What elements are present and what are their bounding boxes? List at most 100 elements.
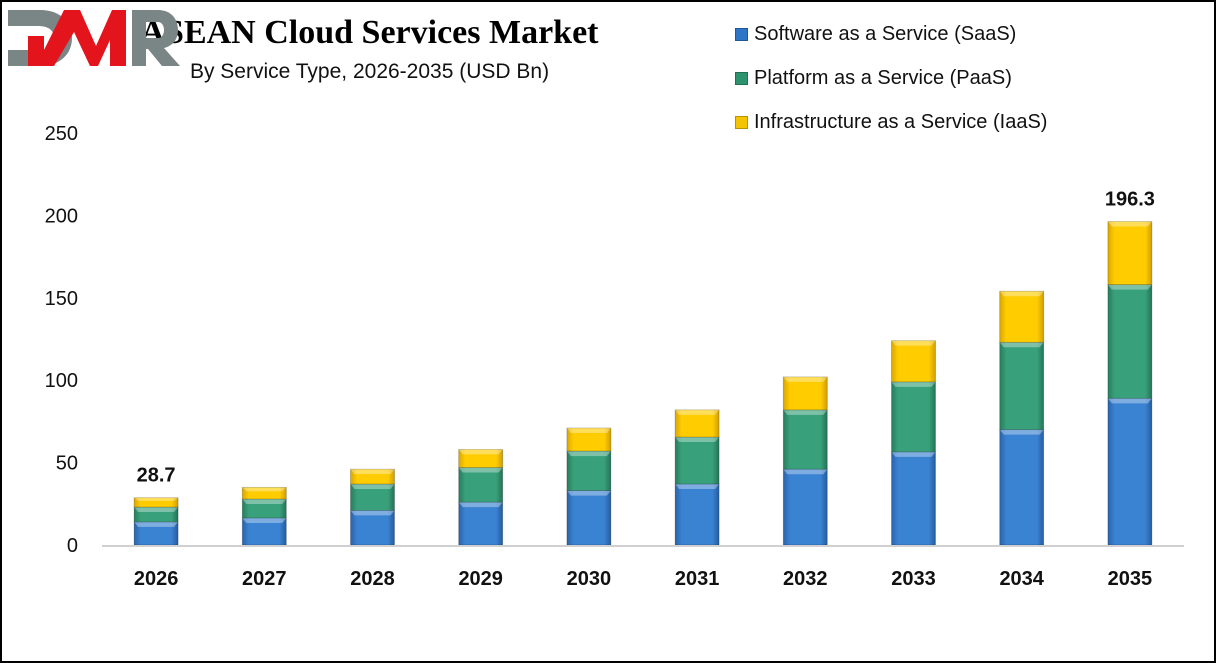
bar-segment-body xyxy=(133,506,179,523)
x-tick-label: 2028 xyxy=(350,568,395,590)
bar-segment-body xyxy=(782,409,828,470)
bar-segment-bevel xyxy=(999,342,1044,348)
bar-segment-body xyxy=(999,341,1045,431)
bar-segment-bevel xyxy=(458,449,503,455)
x-tick-label: 2034 xyxy=(999,568,1044,590)
y-tick-label: 50 xyxy=(56,453,78,475)
bar-segment-body xyxy=(133,497,179,508)
bar-segment-saas-2030 xyxy=(566,490,612,546)
bar-segment-bevel xyxy=(891,340,936,346)
bar-segment-saas-2033 xyxy=(891,451,936,546)
bar-segment-bevel xyxy=(675,437,720,443)
bar-segment-body xyxy=(566,450,612,492)
bar-segment-body xyxy=(458,467,504,503)
bar-segment-paas-2031 xyxy=(674,436,720,485)
legend-label-saas: Software as a Service (SaaS) xyxy=(754,22,1017,45)
bar-segment-iaas-2026 xyxy=(133,497,179,508)
y-tick-label: 100 xyxy=(45,370,78,392)
bar-segment-body xyxy=(350,483,395,511)
bar-segment-bevel xyxy=(783,469,828,475)
legend-label-iaas: Infrastructure as a Service (IaaS) xyxy=(754,110,1048,133)
x-tick-label: 2033 xyxy=(891,568,936,590)
y-tick-label: 150 xyxy=(45,288,78,310)
bar-segment-paas-2027 xyxy=(241,498,287,519)
bar-segment-bevel xyxy=(675,409,720,415)
bar-segment-saas-2035 xyxy=(1107,397,1153,546)
bar-segment-bevel xyxy=(783,409,828,415)
bar-segment-saas-2032 xyxy=(782,468,828,546)
bar-segment-body xyxy=(891,340,936,383)
bar-segment-body xyxy=(891,381,936,453)
bar-segment-bevel xyxy=(350,469,395,475)
bar-segment-paas-2026 xyxy=(133,506,179,523)
bar-segment-saas-2031 xyxy=(674,483,720,546)
legend-swatch-paas xyxy=(735,71,748,85)
bar-segment-iaas-2035 xyxy=(1107,221,1153,286)
dmr-logo xyxy=(8,10,180,66)
bar-segment-body xyxy=(1107,397,1153,546)
bar-segment-iaas-2030 xyxy=(566,427,612,452)
bar-segment-iaas-2028 xyxy=(350,468,395,485)
bar-segment-bevel xyxy=(134,521,179,527)
legend: Software as a Service (SaaS) Platform as… xyxy=(735,12,1047,144)
bar-segment-bevel xyxy=(783,376,828,382)
bar-segment-bevel xyxy=(134,497,179,501)
x-tick-label: 2030 xyxy=(567,568,612,590)
bar-segment-bevel xyxy=(134,507,179,513)
bar-segment-body xyxy=(566,490,612,546)
bar-segment-body xyxy=(241,486,287,500)
data-label-2035: 196.3 xyxy=(1105,188,1155,210)
x-tick-label: 2032 xyxy=(783,568,828,590)
bar-segment-iaas-2032 xyxy=(782,376,828,411)
legend-item-saas: Software as a Service (SaaS) xyxy=(735,12,1047,56)
bar-segment-body xyxy=(350,509,395,546)
bar-segment-paas-2030 xyxy=(566,450,612,492)
bar-segment-bevel xyxy=(891,451,936,457)
bar-segment-bevel xyxy=(242,517,287,523)
bar-segment-bevel xyxy=(891,381,936,387)
y-tick-label: 0 xyxy=(67,535,78,557)
bar-segment-saas-2029 xyxy=(458,501,504,546)
bar-segment-saas-2034 xyxy=(999,429,1045,546)
bar-segment-paas-2035 xyxy=(1107,284,1153,399)
x-tick-label: 2027 xyxy=(242,568,287,590)
x-tick-label: 2031 xyxy=(675,568,720,590)
bar-segment-iaas-2033 xyxy=(891,340,936,383)
bar-segment-body xyxy=(782,376,828,411)
x-tick-label: 2026 xyxy=(134,568,179,590)
bar-segment-iaas-2027 xyxy=(241,486,287,500)
bar-segment-bevel xyxy=(675,484,720,490)
bar-segment-bevel xyxy=(458,467,503,473)
bar-segment-bevel xyxy=(566,490,611,496)
bar-segment-body xyxy=(674,436,720,485)
x-tick-label: 2029 xyxy=(458,568,503,590)
bar-segment-body xyxy=(999,429,1045,546)
chart-title: ASEAN Cloud Services Market xyxy=(140,14,599,51)
bar-segment-bevel xyxy=(566,427,611,433)
x-axis: 2026 2027 2028 2029 2030 2031 2032 2033 2034 2035 xyxy=(134,568,1152,590)
bar-segment-bevel xyxy=(1107,398,1152,404)
data-labels: 28.7 196.3 xyxy=(137,188,1155,486)
bar-segment-body xyxy=(999,290,1045,343)
bar-segment-bevel xyxy=(458,502,503,508)
bar-segment-bevel xyxy=(566,451,611,457)
bar-segment-body xyxy=(674,409,720,438)
y-tick-label: 200 xyxy=(45,205,78,227)
bar-segment-body xyxy=(674,483,720,546)
bar-segment-paas-2032 xyxy=(782,409,828,470)
bar-segment-bevel xyxy=(350,484,395,490)
bar-segment-body xyxy=(458,501,504,546)
bar-segment-paas-2028 xyxy=(350,483,395,511)
bar-segment-iaas-2031 xyxy=(674,409,720,438)
bar-segment-bevel xyxy=(1107,221,1152,227)
x-tick-label: 2035 xyxy=(1108,568,1153,590)
y-axis: 0 50 100 150 200 250 xyxy=(45,123,78,557)
logo-m-shape xyxy=(28,10,126,66)
bar-segment-body xyxy=(566,427,612,452)
bar-segment-body xyxy=(1107,221,1153,286)
legend-item-paas: Platform as a Service (PaaS) xyxy=(735,56,1047,100)
bar-segment-saas-2027 xyxy=(241,517,287,546)
bar-segment-bevel xyxy=(242,499,287,505)
